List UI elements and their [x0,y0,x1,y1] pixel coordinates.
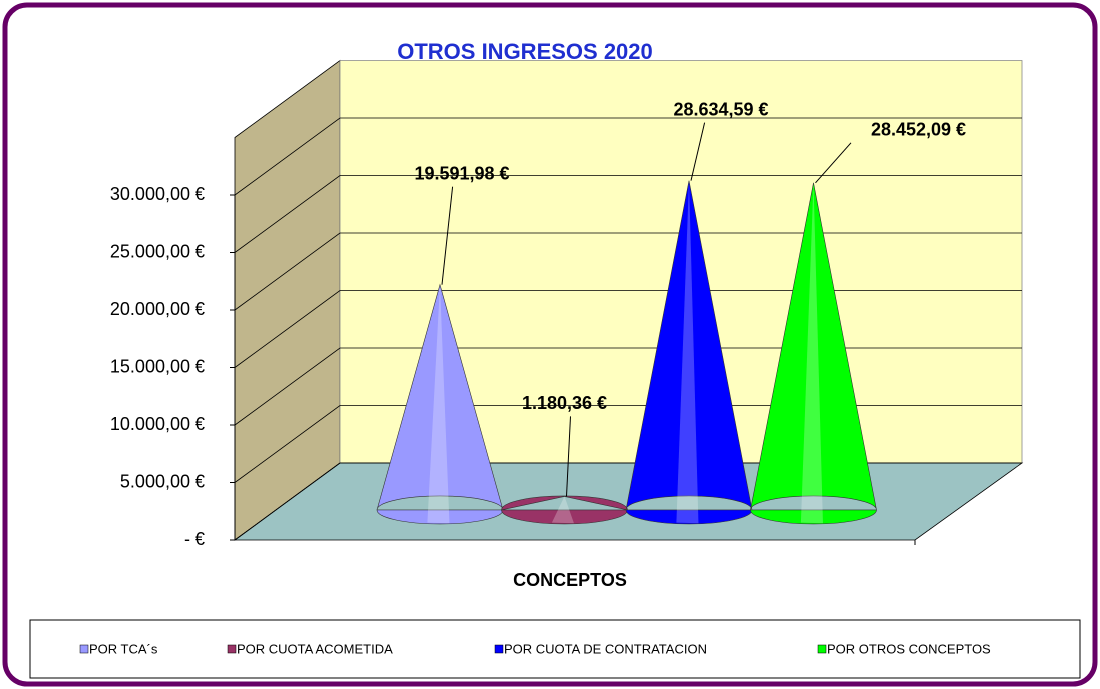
data-label: 19.591,98 € [414,163,509,183]
cone-highlight [427,284,450,524]
legend-swatch [79,644,89,654]
data-label: 28.634,59 € [673,99,768,119]
cone [625,180,753,525]
y-tick-label: - € [184,529,205,549]
legend-swatch [494,644,504,654]
x-axis-label: CONCEPTOS [513,570,627,590]
legend-label: POR CUOTA DE CONTRATACION [504,641,707,656]
legend-label: POR TCA´s [89,641,158,656]
grid-line [234,117,1022,196]
y-tick-label: 30.000,00 € [110,184,205,204]
legend-box [29,619,1081,679]
legend-label: POR CUOTA ACOMETIDA [237,641,393,656]
leader-line [690,122,706,181]
cone-highlight [551,496,574,524]
legend-swatch [817,644,827,654]
leader-line [815,142,852,184]
y-tick-label: 10.000,00 € [110,414,205,434]
y-tick-label: 15.000,00 € [110,356,205,376]
legend-label: POR OTROS CONCEPTOS [827,641,991,656]
cone-highlight [800,182,823,524]
left-wall [234,59,341,541]
data-label: 1.180,36 € [522,393,607,413]
data-label: 28.452,09 € [871,120,966,140]
grid-line [234,175,1022,253]
chart-title: OTROS INGRESOS 2020 [397,39,653,64]
cone [750,182,877,525]
y-tick-label: 20.000,00 € [110,299,205,319]
y-tick-label: 5.000,00 € [120,471,205,491]
grid-line [234,232,1022,311]
cone-highlight [676,180,699,524]
leader-line [441,186,454,285]
y-tick-label: 25.000,00 € [110,241,205,261]
cone [501,495,628,525]
legend-swatch [227,644,237,654]
leader-line [566,416,571,497]
